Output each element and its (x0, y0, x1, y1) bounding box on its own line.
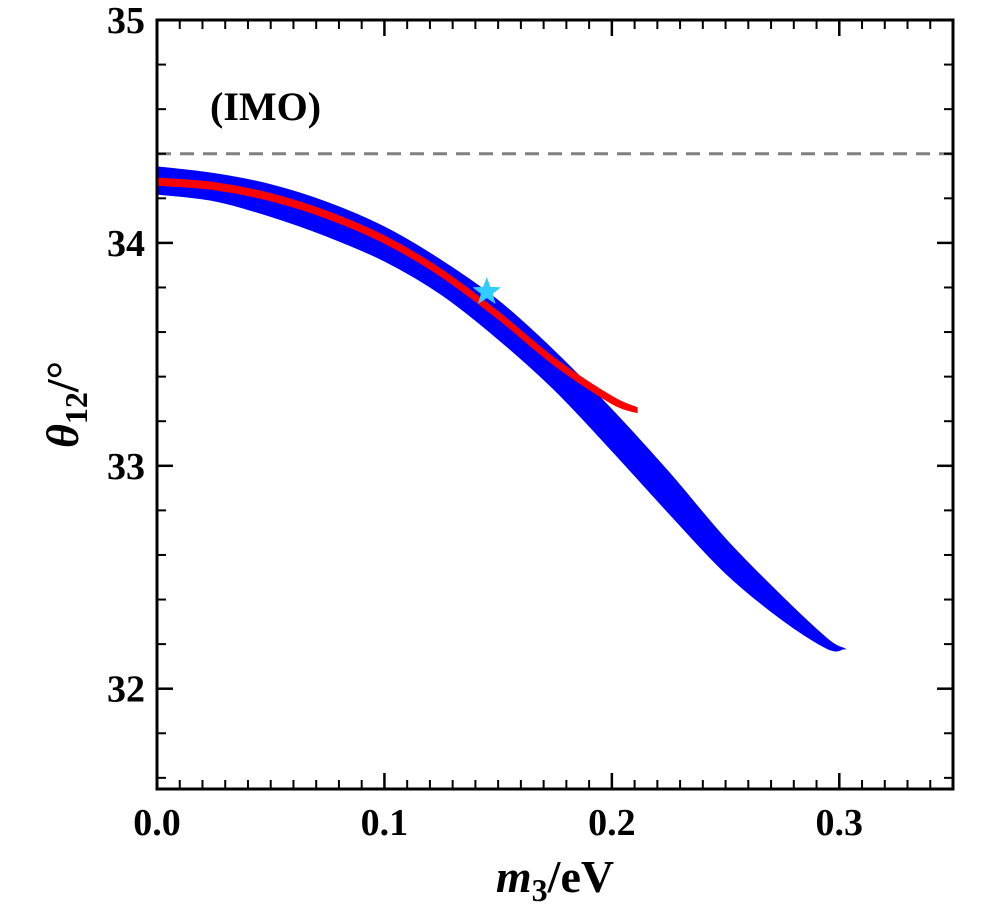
tick-marks (155, 18, 954, 789)
y-axis-label: θ12/° (37, 361, 94, 448)
x-tick-label: 0.1 (361, 802, 409, 844)
y-tick-label: 32 (107, 669, 145, 711)
plot-data-layer (156, 152, 953, 652)
x-axis-label-symbol: m (496, 851, 532, 902)
x-tick-label: 0.0 (133, 802, 181, 844)
y-axis-label-symbol: θ (37, 424, 88, 448)
y-axis-label-subscript: 12 (58, 392, 94, 424)
series-band-1 (156, 177, 638, 414)
x-axis-label-unit: /eV (547, 851, 614, 902)
y-tick-label: 35 (107, 0, 145, 42)
best-fit-star-marker (472, 276, 502, 305)
series-band-0 (156, 166, 847, 652)
x-axis-label: m3/eV (496, 851, 614, 907)
x-tick-label: 0.3 (816, 802, 864, 844)
x-axis-label-subscript: 3 (532, 872, 548, 907)
plot-frame (155, 18, 955, 791)
x-tick-label: 0.2 (588, 802, 636, 844)
y-tick-label: 34 (107, 223, 145, 265)
tick-labels: 0.0 0.1 0.2 0.3 32 33 34 35 (107, 0, 863, 844)
ordering-annotation: (IMO) (210, 84, 321, 129)
y-axis-label-unit: /° (37, 361, 88, 393)
y-tick-label: 33 (107, 446, 145, 488)
